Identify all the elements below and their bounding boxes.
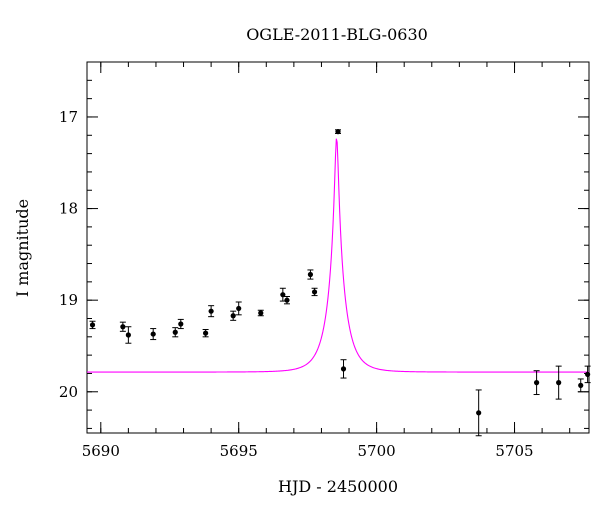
x-tick-label: 5695 — [220, 442, 258, 460]
point-marker — [311, 289, 318, 295]
y-tick-label: 17 — [59, 108, 78, 126]
data-point — [208, 305, 215, 318]
point-marker — [236, 305, 242, 312]
point-marker — [178, 321, 184, 327]
data-point — [257, 309, 264, 317]
data-point — [307, 269, 314, 280]
y-tick-label: 19 — [59, 291, 78, 309]
x-tick-label: 5690 — [82, 442, 120, 460]
data-point — [119, 321, 126, 332]
data-point — [584, 365, 591, 384]
chart-title: OGLE-2011-BLG-0630 — [246, 25, 428, 44]
point-marker — [258, 310, 264, 316]
y-tick-labels: 17 18 19 20 — [59, 108, 78, 401]
x-tick-label: 5705 — [495, 442, 533, 460]
data-point — [89, 320, 96, 330]
point-marker — [284, 297, 290, 303]
data-point — [177, 318, 184, 330]
point-marker — [230, 313, 236, 319]
x-tick-labels: 5690 5695 5700 5705 — [82, 442, 534, 460]
point-marker — [120, 324, 126, 330]
data-point — [172, 327, 179, 338]
data-point — [475, 389, 482, 437]
y-axis-label: I magnitude — [13, 199, 32, 297]
point-marker — [556, 380, 562, 386]
data-point — [311, 287, 318, 297]
point-marker — [172, 329, 178, 335]
data-point — [150, 328, 157, 341]
data-point — [283, 296, 290, 305]
point-marker — [203, 330, 209, 336]
data-points — [89, 129, 591, 437]
point-marker — [578, 382, 584, 388]
data-point — [202, 328, 209, 338]
x-tick-label: 5700 — [358, 442, 396, 460]
point-marker — [340, 366, 347, 372]
data-point — [340, 359, 347, 379]
point-marker — [476, 410, 482, 416]
point-marker — [335, 129, 341, 135]
point-marker — [208, 308, 214, 314]
y-tick-label: 18 — [59, 200, 78, 218]
data-point — [125, 326, 132, 344]
major-ticks — [87, 62, 589, 433]
point-marker — [150, 331, 156, 337]
point-marker — [89, 322, 96, 328]
point-marker — [280, 292, 286, 298]
data-point — [533, 370, 540, 396]
point-marker — [307, 271, 314, 278]
data-point — [555, 365, 562, 400]
minor-ticks — [87, 61, 589, 433]
data-point — [335, 129, 341, 135]
plot-frame — [86, 61, 590, 434]
point-marker — [585, 371, 591, 377]
point-marker — [533, 380, 540, 386]
model-curve — [87, 138, 589, 373]
data-point — [230, 310, 237, 321]
x-axis-label: HJD - 2450000 — [278, 477, 398, 496]
point-marker — [125, 332, 131, 338]
y-tick-label: 20 — [59, 383, 78, 401]
data-point — [235, 301, 242, 316]
data-point — [577, 378, 584, 393]
